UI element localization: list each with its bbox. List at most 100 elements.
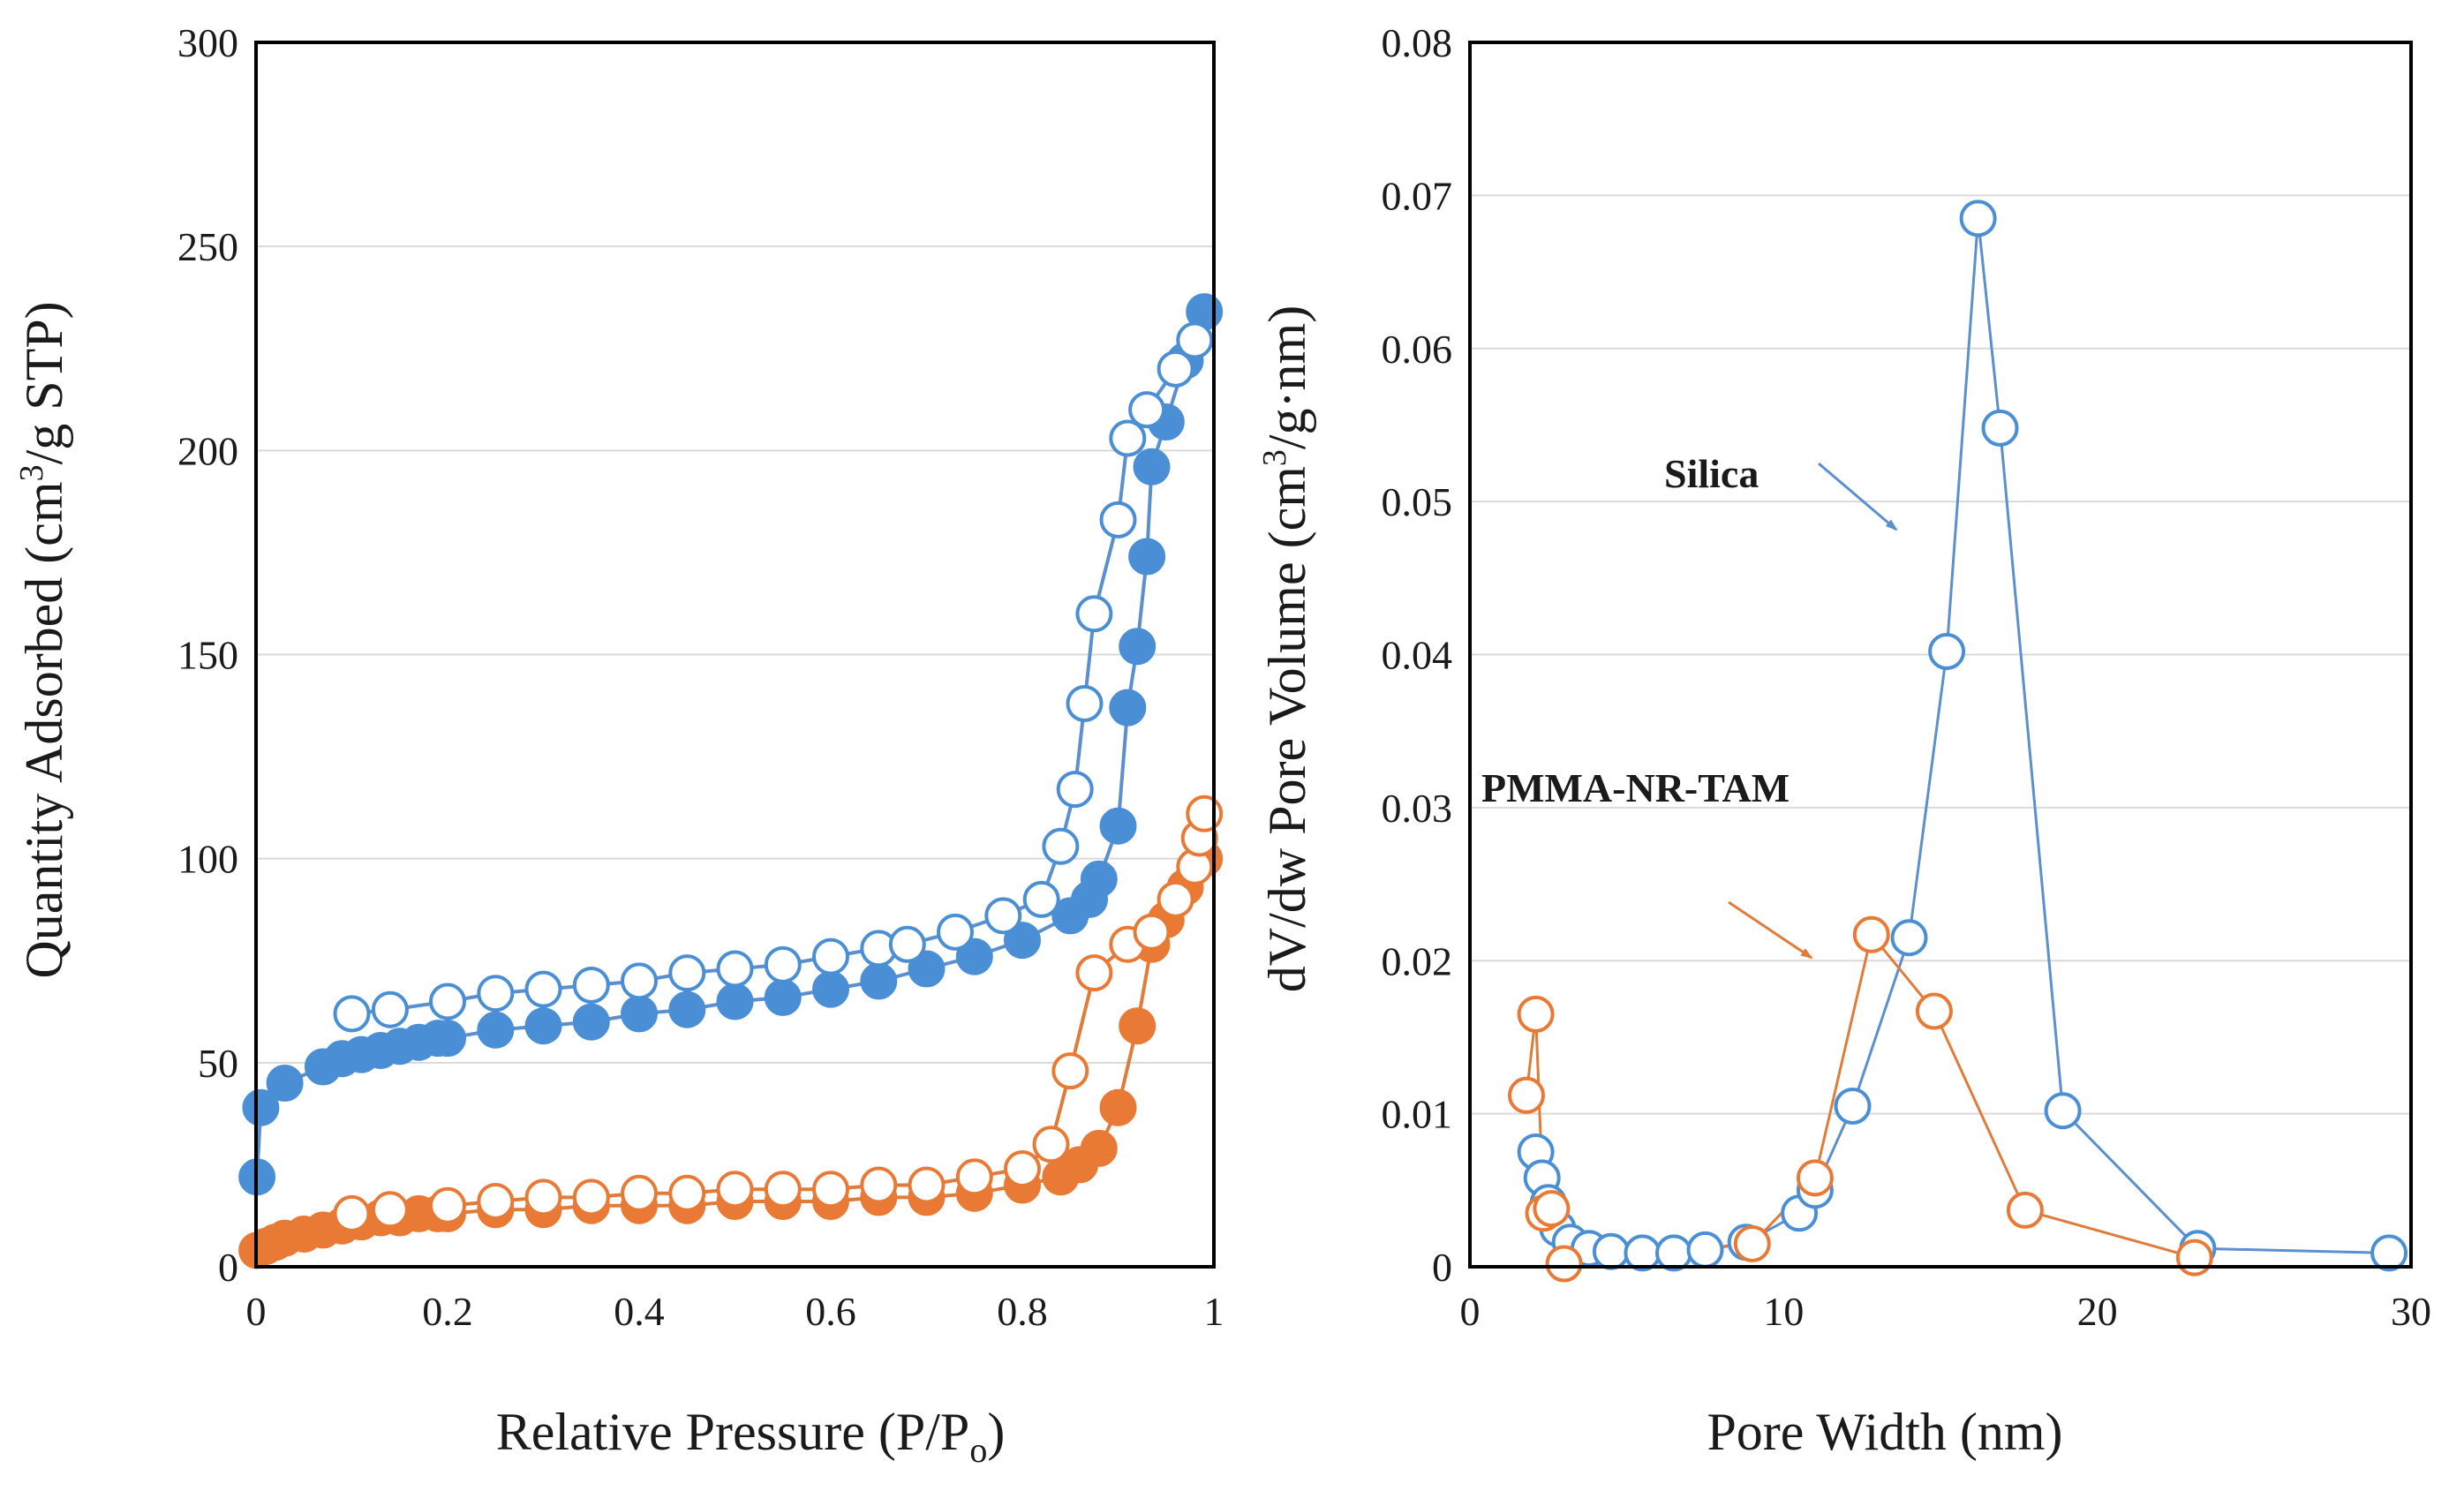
pmma-nr-tam-point: [1915, 992, 1953, 1030]
isotherm-y-tick-label: 0: [218, 1245, 238, 1290]
silica-adsorption-point: [621, 995, 658, 1033]
pmma-nr-tam-point: [1733, 1225, 1771, 1262]
silica-adsorption-point: [668, 990, 706, 1028]
silica-point: [1592, 1232, 1630, 1270]
pmma-nr-tam-desorption-point: [333, 1194, 371, 1232]
silica-adsorption-point: [242, 1088, 280, 1126]
silica-desorption-point: [371, 990, 409, 1028]
isotherm-y-axis-title: Quantity Adsorbed (cm3/g STP): [13, 301, 73, 978]
silica-desorption-point: [429, 983, 466, 1020]
silica-adsorption-point: [1133, 448, 1171, 486]
silica-desorption-point: [621, 962, 658, 1000]
isotherm-y-tick-label: 300: [177, 20, 238, 65]
silica-point: [1959, 200, 1997, 237]
pmma-nr-tam-point: [1545, 1245, 1583, 1283]
pore-size-y-tick-label: 0.04: [1382, 633, 1453, 678]
pmma-annotation-arrow: [1728, 900, 1813, 960]
silica-line: [1534, 216, 2390, 1254]
isotherm-x-tick-label: 1: [1204, 1289, 1224, 1334]
isotherm-y-tick-label: 100: [177, 837, 238, 882]
pore-size-x-tick-label: 10: [1763, 1289, 1804, 1334]
silica-point: [2044, 1092, 2082, 1130]
pmma-nr-tam-desorption-point: [668, 1174, 706, 1212]
pmma-nr-tam-point: [2175, 1239, 2213, 1276]
pmma-nr-tam-desorption-point: [1133, 913, 1171, 951]
silica-desorption-point: [716, 950, 754, 988]
silica-adsorption-point: [429, 1020, 466, 1058]
silica-desorption-point: [477, 975, 515, 1013]
pmma-nr-tam-adsorption-point: [1080, 1129, 1118, 1167]
pmma-nr-tam-desorption-point: [764, 1171, 802, 1209]
silica-desorption-point: [888, 925, 926, 963]
pore-size-x-axis-title: Pore Width (nm): [1707, 1403, 2062, 1461]
pmma-nr-tam-desorption-point: [1075, 954, 1113, 992]
pore-size-y-axis-title: dV/dw Pore Volume (cm3/g·nm): [1256, 305, 1316, 992]
pmma-annotation-label: PMMA-NR-TAM: [1481, 765, 1790, 810]
silica-desorption-point: [1056, 771, 1094, 809]
silica-point: [1981, 409, 2019, 447]
silica-adsorption-point: [716, 983, 754, 1020]
silica-point: [1928, 633, 1966, 670]
silica-desorption-point: [812, 938, 849, 975]
silica-adsorption-point: [1080, 860, 1118, 898]
pmma-nr-tam-desorption-point: [1186, 794, 1224, 832]
pmma-nr-tam-point: [2006, 1191, 2044, 1229]
silica-adsorption-point: [477, 1011, 515, 1049]
pmma-nr-tam-desorption-point: [1004, 1150, 1041, 1187]
silica-point: [2370, 1234, 2408, 1272]
pmma-nr-tam-desorption-point: [524, 1178, 562, 1216]
silica-annotation-label: Silica: [1664, 451, 1759, 496]
pmma-nr-tam-point: [1517, 995, 1555, 1033]
silica-desorption-point: [1128, 391, 1166, 429]
isotherm-series-markers: [238, 293, 1224, 1269]
isotherm-x-tick-label: 0: [246, 1289, 267, 1334]
isotherm-y-ticks: 0 50 100 150 200 250 300: [177, 20, 238, 1290]
pore-size-y-tick-label: 0: [1432, 1245, 1452, 1290]
silica-point: [1834, 1088, 1872, 1125]
silica-adsorption-point: [266, 1065, 304, 1102]
silica-point: [1686, 1231, 1724, 1269]
isotherm-y-tick-label: 250: [177, 224, 238, 269]
pore-size-x-tick-label: 20: [2077, 1289, 2118, 1334]
silica-adsorption-point: [572, 1003, 610, 1041]
silica-desorption-point: [1042, 827, 1080, 865]
silica-adsorption-point: [1109, 689, 1147, 727]
pmma-nr-tam-desorption-point: [371, 1191, 409, 1229]
silica-adsorption-point: [764, 978, 802, 1016]
silica-adsorption-point: [860, 962, 898, 1000]
silica-annotation-arrow: [1818, 462, 1898, 531]
silica-desorption-point: [1157, 350, 1194, 388]
isotherm-chart: 0 0.2 0.4 0.6 0.8 1 0 50 100 150 200 250 300 Relati…: [13, 20, 1224, 1470]
silica-desorption-point: [333, 995, 371, 1033]
isotherm-gridlines: [256, 245, 1214, 1064]
isotherm-y-tick-label: 200: [177, 428, 238, 473]
pore-size-x-tick-label: 0: [1460, 1289, 1481, 1334]
pmma-nr-tam-desorption-point: [621, 1174, 658, 1212]
pore-size-series-lines: [1525, 216, 2390, 1265]
silica-adsorption-point: [812, 970, 849, 1008]
silica-point: [1890, 919, 1928, 957]
pmma-nr-tam-point: [1796, 1159, 1834, 1197]
pore-size-y-ticks: 0 0.01 0.02 0.03 0.04 0.05 0.06 0.07 0.08: [1382, 20, 1453, 1290]
silica-adsorption-point: [1004, 922, 1041, 960]
silica-adsorption-point: [524, 1007, 562, 1045]
silica-desorption-point: [572, 967, 610, 1004]
isotherm-x-tick-label: 0.2: [422, 1289, 473, 1334]
pmma-nr-tam-desorption-point: [1157, 880, 1194, 918]
silica-adsorption-point: [1119, 628, 1157, 666]
silica-desorption-point: [1109, 419, 1147, 457]
isotherm-x-tick-label: 0.4: [614, 1289, 665, 1334]
isotherm-x-ticks: 0 0.2 0.4 0.6 0.8 1: [246, 1289, 1224, 1334]
isotherm-y-tick-label: 150: [177, 633, 238, 678]
pore-size-y-tick-label: 0.08: [1382, 20, 1453, 65]
silica-desorption-point: [984, 897, 1022, 935]
pore-size-y-tick-label: 0.05: [1382, 479, 1453, 524]
silica-desorption-point: [937, 913, 974, 951]
silica-adsorption-point: [955, 938, 993, 975]
pmma-nr-tam-desorption-point: [429, 1186, 466, 1224]
pmma-nr-tam-desorption-point: [716, 1171, 754, 1209]
isotherm-x-tick-label: 0.8: [997, 1289, 1048, 1334]
pore-size-gridlines: [1470, 194, 2411, 1115]
silica-adsorption-point: [908, 950, 946, 988]
